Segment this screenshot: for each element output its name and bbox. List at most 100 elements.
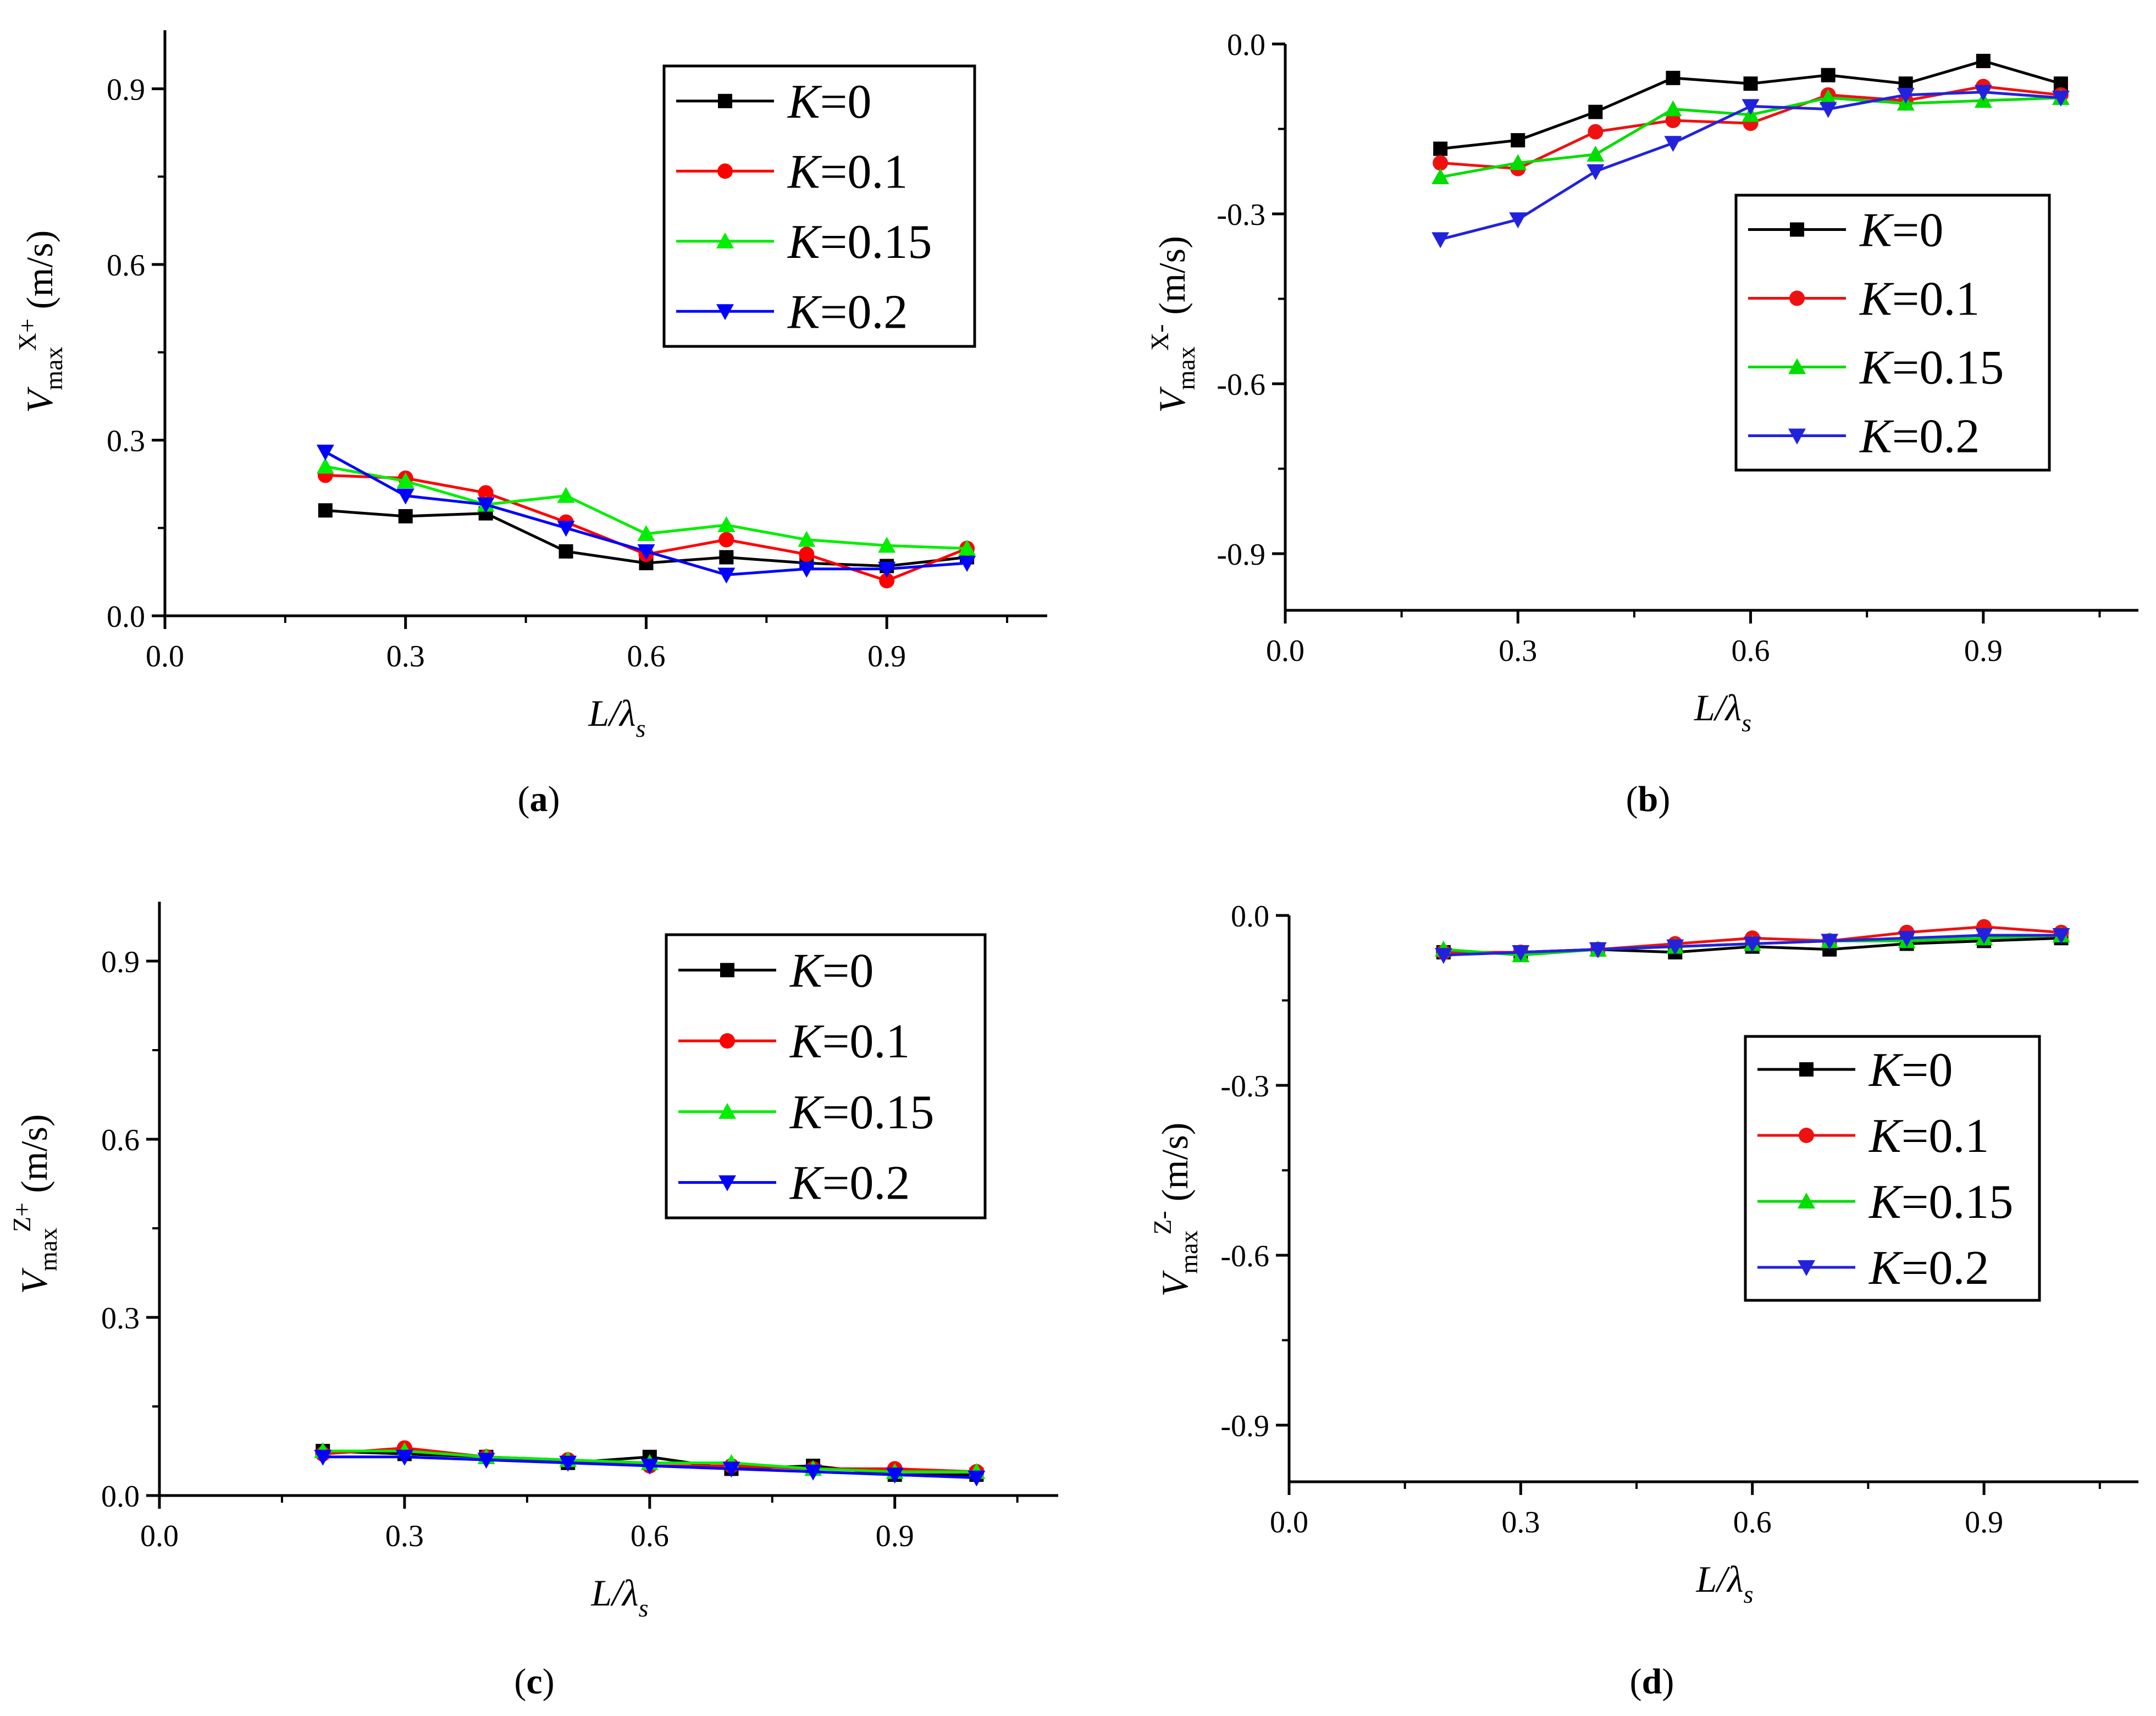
data-point [1589,942,1607,958]
data-point [557,521,575,537]
data-point [717,516,736,532]
data-point [1819,89,1837,105]
y-axis-label: VmaxX- (m/s) [1146,236,1200,413]
panel-caption: (d) [1630,1662,1674,1702]
data-point [1588,124,1604,140]
legend-marker [1788,428,1806,445]
legend-label: K=0 [1868,1044,1953,1097]
y-tick-label: -0.3 [1217,198,1265,232]
data-point [2052,928,2070,945]
legend-marker [1789,290,1805,306]
legend-box [665,933,987,1220]
y-tick-label: 0.9 [107,73,145,107]
chart-panel-a: 0.0 0.3 0.6 0.9 0.0 0.3 0.6 0.9 L/λs VmaxX+ (m/s)… [13,30,1047,819]
panel-caption: (a) [518,779,560,819]
data-point [637,525,655,541]
data-point [2052,90,2070,107]
legend: K=0 K=0.1 K=0.15 K=0.2 [1744,1035,2041,1302]
legend-label: K=0.15 [787,216,932,269]
data-point [1665,113,1681,129]
x-tick-label: 0.9 [1964,634,2003,668]
data-point [958,539,976,556]
data-point [799,547,815,562]
x-tick-label: 0.9 [1965,1505,2003,1540]
data-point [396,488,414,505]
y-tick-label: 0.3 [107,424,145,459]
legend-marker [716,232,734,249]
legend-label: K=0.1 [789,1015,910,1068]
data-point [1433,141,1448,156]
y-tick-label: -0.9 [1217,538,1265,572]
x-axis-label: L/λs [1694,687,1751,737]
x-tick-label: 0.0 [146,639,184,674]
data-point [804,1464,822,1481]
chart-panel-b: 0.0 0.3 0.6 0.9 0.0 -0.3 -0.6 -0.9 L/λs VmaxX- (m… [1146,28,2138,819]
x-tick-label: 0.3 [1501,1505,1540,1540]
x-tick-label: 0.6 [627,639,665,674]
legend-label: K=0 [1859,204,1943,257]
legend: K=0 K=0.1 K=0.15 K=0.2 [665,933,987,1220]
x-tick-label: 0.6 [1733,1505,1772,1540]
legend-label: K=0.15 [1859,341,2004,395]
data-point [968,1470,986,1487]
y-tick-label: -0.6 [1220,1239,1269,1273]
data-point [1975,928,1993,945]
legend-box [1744,1035,2041,1302]
y-tick-label: -0.3 [1220,1069,1269,1103]
x-axis-label: L/λs [590,1572,648,1622]
data-point [1434,948,1452,964]
data-point [878,537,896,553]
legend-box [1734,194,2051,472]
data-point [559,544,573,559]
data-point [559,1455,577,1472]
x-axis-label: L/λs [1695,1558,1753,1608]
data-point [1666,939,1684,956]
data-point [1821,68,1836,82]
legend-label: K=0.2 [1859,410,1980,464]
legend-marker [1798,1260,1815,1276]
legend-marker [716,304,734,321]
data-point [1666,70,1680,85]
data-point [398,509,413,523]
legend-label: K=0.1 [1859,273,1980,326]
data-point [1509,154,1527,170]
data-point [637,544,655,560]
data-point [396,472,414,489]
data-point [316,444,334,461]
data-point [1743,76,1758,91]
x-tick-label: 0.3 [1499,634,1537,668]
y-axis-label: VmaxZ+ (m/s) [8,1114,62,1294]
data-point [719,550,734,565]
legend-marker [1799,1062,1814,1077]
data-point [1821,934,1839,950]
data-point [1511,133,1525,148]
chart-panel-d: 0.0 0.3 0.6 0.9 0.0 -0.3 -0.6 -0.9 L/λs VmaxZ- (m… [1148,900,2138,1702]
data-point [886,1467,904,1484]
data-point [1976,53,1991,68]
series-K=0.2 [1431,85,2070,249]
x-tick-label: 0.0 [140,1519,179,1553]
y-tick-label: 0.0 [1231,900,1269,934]
data-point [1742,99,1760,115]
legend-label: K=0 [789,944,874,997]
y-tick-label: -0.9 [1220,1409,1269,1443]
y-tick-label: 0.0 [101,1480,140,1514]
x-tick-label: 0.3 [386,639,425,674]
legend-marker [720,1033,735,1049]
data-point [717,567,736,584]
legend-box [662,64,976,348]
y-axis-label: VmaxZ- (m/s) [1148,1123,1203,1297]
x-tick-label: 0.9 [867,639,906,674]
y-tick-label: 0.3 [101,1301,140,1336]
data-point [1586,164,1605,180]
x-axis-label: L/λs [588,692,645,742]
series-K=0.2 [1434,928,2070,964]
data-point [395,1449,413,1466]
legend: K=0 K=0.1 K=0.15 K=0.2 [1734,194,2051,472]
legend-label: K=0.2 [1868,1242,1989,1295]
data-point [958,556,976,572]
legend-marker [1798,1193,1815,1209]
data-point [1898,931,1916,947]
